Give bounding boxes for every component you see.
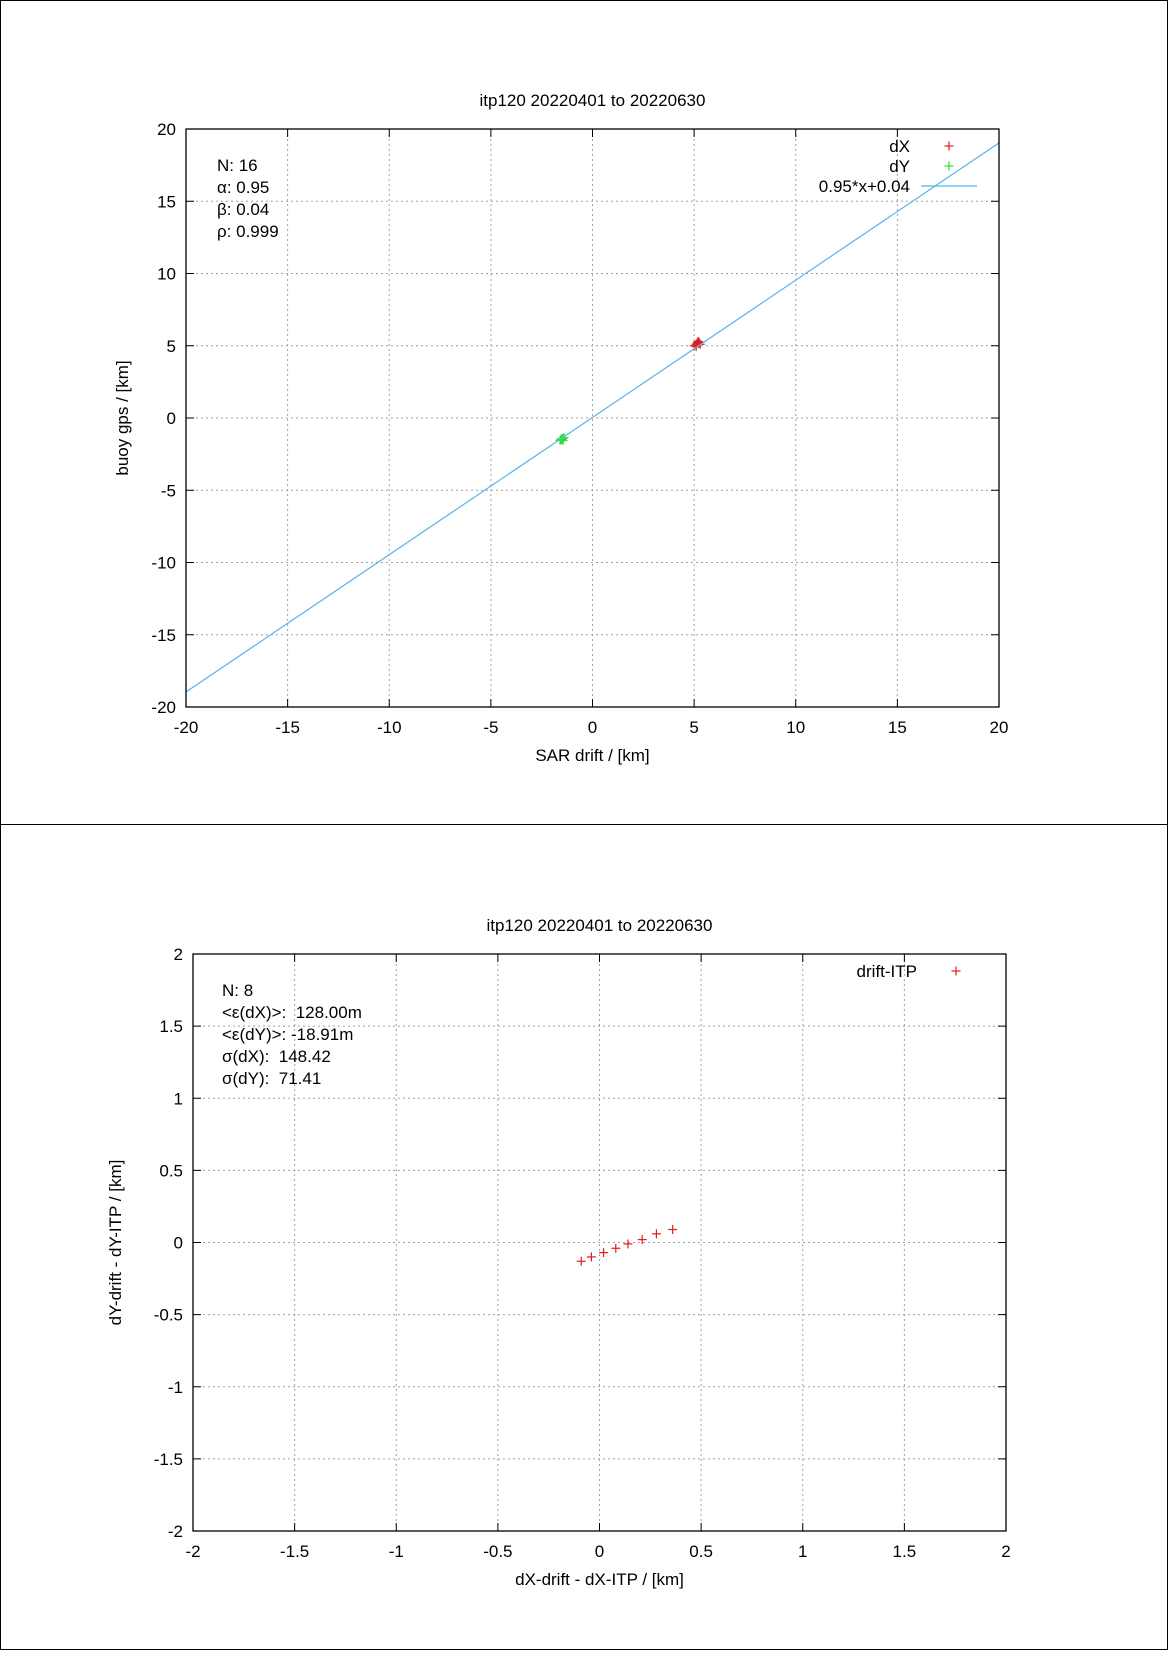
stats-annotation: N: 16: [217, 156, 258, 175]
data-point-drift-itp: [637, 1235, 647, 1245]
legend-label: 0.95*x+0.04: [819, 177, 910, 196]
chart-panel-drift-error: -2 -1.5 -1 -0.5 0 0.5 1 1.5 2 -2 -1.5 -1 -0.5 0 0.5 1 1.…: [0, 824, 1168, 1650]
y-tick-label: -1.5: [154, 1450, 183, 1469]
stats-annotation: N: 8: [222, 981, 253, 1000]
x-tick-label: -1.5: [280, 1542, 309, 1561]
chart-title: itp120 20220401 to 20220630: [480, 91, 706, 110]
y-tick-label: 2: [174, 945, 183, 964]
stats-annotation: ρ: 0.999: [217, 222, 279, 241]
y-tick-label: -15: [151, 626, 176, 645]
y-tick-label: 0: [167, 409, 176, 428]
y-tick-label: -10: [151, 554, 176, 573]
chart-drift-comparison: -20 -15 -10 -5 0 5 10 15 20 -20 -15 -10 -5 0 5 10 15 20 dX…: [113, 91, 1009, 765]
x-tick-label: 10: [786, 718, 805, 737]
x-axis-label: dX-drift - dX-ITP / [km]: [515, 1570, 684, 1589]
x-axis-label: SAR drift / [km]: [535, 746, 649, 765]
data-point-drift-itp: [576, 1256, 586, 1266]
x-tick-label: -1: [389, 1542, 404, 1561]
data-point-dx: [693, 336, 703, 346]
y-tick-label: 5: [167, 337, 176, 356]
y-tick-label: 1: [174, 1089, 183, 1108]
x-tick-label: -10: [377, 718, 402, 737]
data-point-drift-itp: [623, 1239, 633, 1249]
data-point-drift-itp: [586, 1252, 596, 1262]
y-tick-label: -1: [168, 1378, 183, 1397]
data-point-dx: [691, 341, 701, 351]
chart-title: itp120 20220401 to 20220630: [487, 916, 713, 935]
legend-label: dX: [889, 137, 910, 156]
y-tick-label: -0.5: [154, 1306, 183, 1325]
x-tick-label: -15: [275, 718, 300, 737]
legend-label: dY: [889, 157, 910, 176]
x-tick-label: 0: [595, 1542, 604, 1561]
y-tick-label: -2: [168, 1522, 183, 1541]
plot-frame: [192, 953, 1007, 1532]
stats-annotation: <ε(dX)>: 128.00m: [222, 1003, 362, 1022]
data-point-drift-itp: [599, 1248, 609, 1258]
stats-annotation: σ(dX): 148.42: [222, 1047, 331, 1066]
x-tick-label: -0.5: [483, 1542, 512, 1561]
data-point-drift-itp: [651, 1229, 661, 1239]
fit-line: [186, 142, 999, 693]
stats-annotation: σ(dY): 71.41: [222, 1069, 321, 1088]
x-tick-label: 15: [888, 718, 907, 737]
y-tick-label: -5: [161, 481, 176, 500]
y-tick-label: 0: [174, 1234, 183, 1253]
legend-marker: [944, 141, 954, 151]
y-tick-label: 20: [157, 120, 176, 139]
x-tick-label: 1.5: [893, 1542, 917, 1561]
x-tick-label: 0.5: [689, 1542, 713, 1561]
x-tick-label: -20: [174, 718, 199, 737]
stats-annotation: α: 0.95: [217, 178, 269, 197]
y-tick-label: 0.5: [159, 1161, 183, 1180]
y-tick-label: -20: [151, 698, 176, 717]
plot-frame: [185, 128, 1000, 708]
y-axis-label: buoy gps / [km]: [113, 360, 132, 475]
legend-marker: [944, 161, 954, 171]
chart-panel-drift-comparison: -20 -15 -10 -5 0 5 10 15 20 -20 -15 -10 -5 0 5 10 15 20 dX…: [0, 0, 1168, 825]
x-tick-label: -2: [185, 1542, 200, 1561]
legend-label: drift-ITP: [857, 962, 917, 981]
x-tick-label: 20: [990, 718, 1009, 737]
x-tick-label: 1: [798, 1542, 807, 1561]
y-tick-label: 1.5: [159, 1017, 183, 1036]
stats-annotation: β: 0.04: [217, 200, 269, 219]
x-tick-label: 2: [1001, 1542, 1010, 1561]
x-tick-label: 0: [588, 718, 597, 737]
legend-marker: [951, 966, 961, 976]
y-axis-label: dY-drift - dY-ITP / [km]: [106, 1160, 125, 1326]
y-tick-label: 15: [157, 192, 176, 211]
x-tick-label: 5: [689, 718, 698, 737]
data-point-drift-itp: [611, 1243, 621, 1253]
chart-drift-error: -2 -1.5 -1 -0.5 0 0.5 1 1.5 2 -2 -1.5 -1 -0.5 0 0.5 1 1.…: [106, 916, 1011, 1589]
stats-annotation: <ε(dY)>: -18.91m: [222, 1025, 353, 1044]
y-tick-label: 10: [157, 265, 176, 284]
x-tick-label: -5: [483, 718, 498, 737]
data-point-drift-itp: [668, 1225, 678, 1235]
